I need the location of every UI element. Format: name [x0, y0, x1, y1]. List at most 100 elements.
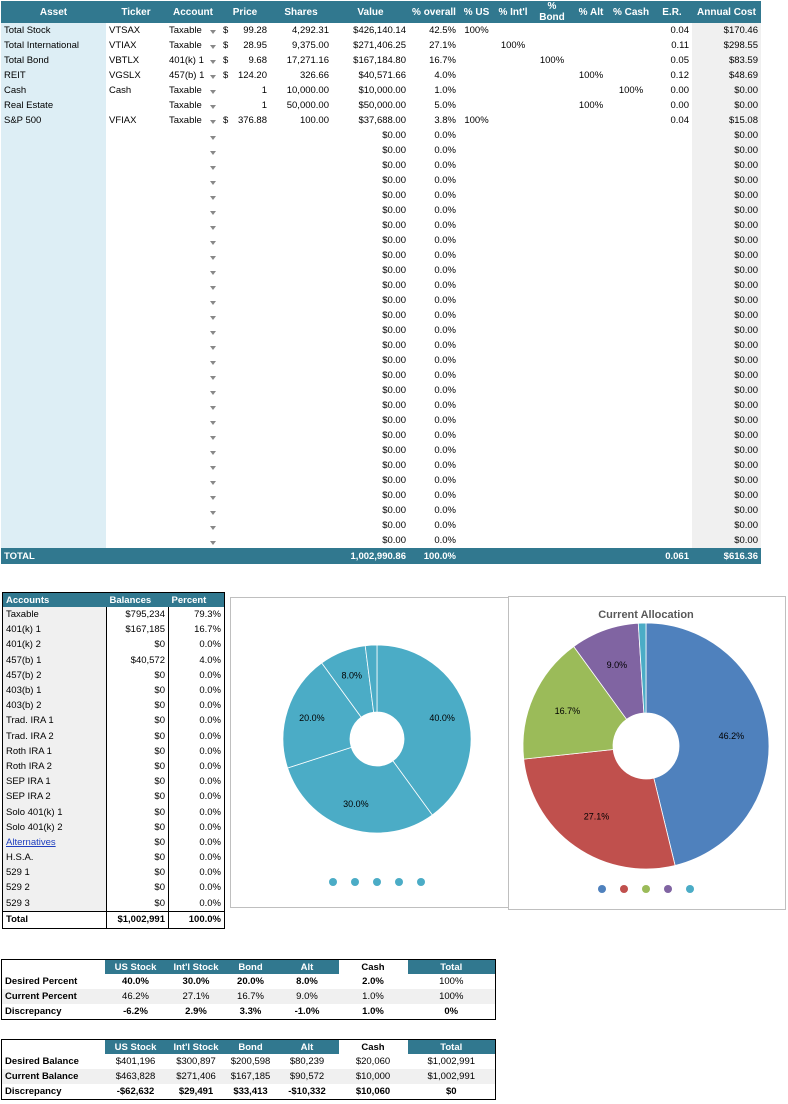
legend-marker[interactable]	[395, 878, 403, 886]
cell-er[interactable]: 0.12	[670, 70, 690, 81]
cell-alt[interactable]	[572, 203, 610, 218]
col-header[interactable]: % overall	[409, 1, 459, 23]
cell-asset[interactable]	[1, 383, 106, 398]
cell-price[interactable]	[220, 263, 270, 278]
cell-shares[interactable]: 50,000.00	[286, 100, 329, 111]
dropdown-arrow-icon[interactable]	[210, 105, 216, 109]
row-value[interactable]: 27.1%	[166, 989, 226, 1004]
cell-price[interactable]: 1	[220, 98, 270, 113]
cell-cash[interactable]	[610, 38, 652, 53]
row-value[interactable]: -$10,332	[288, 1086, 326, 1097]
account-name[interactable]: Alternatives	[2, 834, 107, 850]
cell-ticker[interactable]	[106, 518, 166, 533]
cell-intl[interactable]	[494, 113, 532, 128]
cell-cash[interactable]	[610, 203, 652, 218]
dropdown-arrow-icon[interactable]	[210, 151, 216, 155]
cell-value[interactable]: $0.00	[382, 475, 406, 486]
cell-ticker[interactable]	[106, 383, 166, 398]
cell-ticker[interactable]	[106, 158, 166, 173]
cell-account[interactable]	[166, 263, 220, 278]
cell-value[interactable]: $0.00	[382, 415, 406, 426]
dropdown-arrow-icon[interactable]	[210, 241, 216, 245]
cell-account[interactable]	[166, 248, 220, 263]
cell-alt[interactable]	[572, 398, 610, 413]
cell-ticker[interactable]	[106, 353, 166, 368]
cell-intl[interactable]: 100%	[500, 40, 526, 51]
cell-intl[interactable]	[494, 188, 532, 203]
cell-er[interactable]	[652, 263, 692, 278]
cell-cost[interactable]: $0.00	[692, 158, 761, 173]
cell-ticker[interactable]	[106, 233, 166, 248]
cell-price[interactable]	[220, 398, 270, 413]
cell-price[interactable]	[220, 353, 270, 368]
cell-value[interactable]: $167,184.80	[353, 55, 406, 66]
cell-asset[interactable]	[1, 443, 106, 458]
cell-price[interactable]: $124.20	[220, 68, 270, 83]
cell-er[interactable]	[652, 383, 692, 398]
cell-overall[interactable]: 0.0%	[434, 490, 456, 501]
cell-account[interactable]	[166, 188, 220, 203]
cell-bond[interactable]	[532, 218, 572, 233]
cell-asset[interactable]	[1, 143, 106, 158]
row-value[interactable]: -1.0%	[294, 1006, 320, 1017]
row-value[interactable]: 40.0%	[122, 976, 149, 987]
cell-er[interactable]	[652, 533, 692, 548]
cell-price[interactable]	[220, 278, 270, 293]
cell-alt[interactable]: 100%	[578, 70, 604, 81]
cell-overall[interactable]: 0.0%	[434, 130, 456, 141]
cell-er[interactable]: 0.11	[671, 40, 689, 51]
cell-intl[interactable]	[494, 98, 532, 113]
cell-cost[interactable]: $0.00	[692, 188, 761, 203]
cell-intl[interactable]	[494, 353, 532, 368]
cell-account[interactable]	[166, 143, 220, 158]
cell-shares[interactable]	[270, 398, 332, 413]
row-value[interactable]: $29,491	[178, 1086, 214, 1097]
pie-slice[interactable]	[287, 746, 433, 834]
row-value[interactable]: 3.3%	[239, 1006, 262, 1017]
cell-us[interactable]	[459, 473, 494, 488]
dropdown-arrow-icon[interactable]	[210, 466, 216, 470]
cell-value[interactable]: $271,406.25	[353, 40, 406, 51]
pie-slice[interactable]	[523, 749, 676, 870]
col-header[interactable]: % Bond	[532, 1, 572, 23]
cell-bond[interactable]	[532, 398, 572, 413]
cell-overall[interactable]: 0.0%	[434, 220, 456, 231]
row-value[interactable]: $271,406	[166, 1069, 226, 1084]
legend-marker[interactable]	[351, 878, 359, 886]
cell-value[interactable]: $0.00	[382, 265, 406, 276]
cell-ticker[interactable]: VBTLX	[109, 55, 140, 66]
cell-alt[interactable]	[572, 533, 610, 548]
cell-bond[interactable]	[532, 248, 572, 263]
desired-allocation-chart[interactable]: 40.0% 30.0% 20.0% 8.0%	[230, 597, 510, 908]
cell-asset[interactable]	[1, 338, 106, 353]
cell-alt[interactable]	[572, 143, 610, 158]
cell-er[interactable]	[652, 353, 692, 368]
cell-overall[interactable]: 0.0%	[434, 445, 456, 456]
cell-er[interactable]	[652, 188, 692, 203]
cell-account[interactable]	[166, 398, 220, 413]
cell-us[interactable]	[459, 488, 494, 503]
cell-asset[interactable]: Total Bond	[1, 53, 106, 68]
cell-cost[interactable]: $0.00	[692, 443, 761, 458]
cell-value[interactable]: $0.00	[382, 190, 406, 201]
cell-asset[interactable]: Cash	[1, 83, 106, 98]
cell-asset[interactable]	[1, 308, 106, 323]
cell-overall[interactable]: 0.0%	[434, 145, 456, 156]
cell-value[interactable]: $0.00	[382, 535, 406, 546]
cell-alt[interactable]	[572, 323, 610, 338]
pie-slice[interactable]	[364, 644, 378, 713]
cell-asset[interactable]: S&P 500	[1, 113, 106, 128]
dropdown-arrow-icon[interactable]	[210, 316, 216, 320]
dropdown-arrow-icon[interactable]	[210, 481, 216, 485]
cell-cost[interactable]: $15.08	[692, 113, 761, 128]
cell-overall[interactable]: 0.0%	[434, 280, 456, 291]
cell-asset[interactable]: Total International	[1, 38, 106, 53]
legend-marker[interactable]	[686, 885, 694, 893]
cell-overall[interactable]: 4.0%	[434, 70, 456, 81]
cell-cost[interactable]: $0.00	[692, 308, 761, 323]
cell-alt[interactable]	[572, 353, 610, 368]
cell-shares[interactable]	[270, 533, 332, 548]
cell-intl[interactable]	[494, 458, 532, 473]
cell-account[interactable]	[166, 323, 220, 338]
cell-overall[interactable]: 16.7%	[429, 55, 456, 66]
